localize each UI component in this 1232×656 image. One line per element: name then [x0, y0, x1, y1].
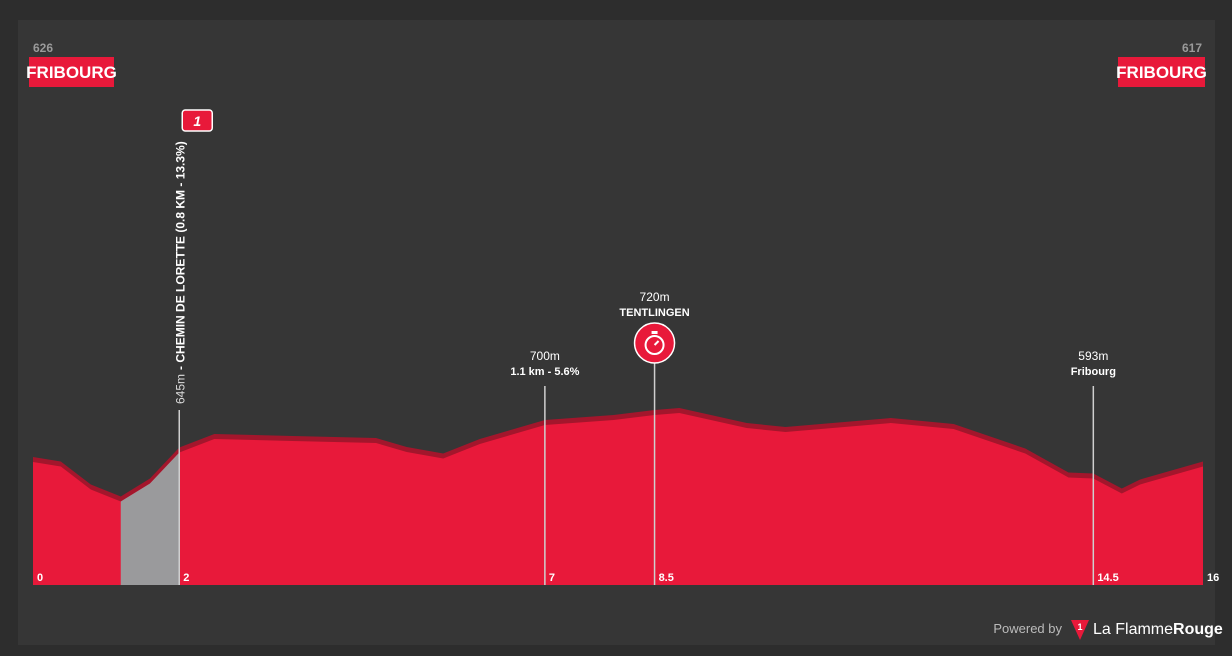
- timing-icon: [633, 322, 676, 364]
- start-badge: [29, 57, 114, 87]
- powered-by: Powered by: [993, 621, 1062, 636]
- marker-elevation: 593m: [1078, 349, 1108, 363]
- timing-icon-crown: [651, 331, 658, 334]
- end-elevation: 617: [1182, 41, 1202, 55]
- start-elevation: 626: [33, 41, 53, 55]
- logo-number: 1: [1077, 622, 1082, 632]
- x-tick-label: 14.5: [1097, 572, 1118, 584]
- x-tick-label: 16: [1207, 572, 1219, 584]
- marker-label: TENTLINGEN: [619, 307, 689, 319]
- end-badge: [1118, 57, 1205, 87]
- climb-name: - CHEMIN DE LORETTE (0.8 KM - 13.3%): [173, 141, 187, 370]
- marker-label: Fribourg: [1071, 366, 1116, 378]
- x-tick-label: 8.5: [659, 572, 674, 584]
- climb-label: 645m - CHEMIN DE LORETTE (0.8 KM - 13.3%): [173, 141, 187, 404]
- climb-badge: [181, 109, 213, 132]
- start-name: FRIBOURG: [26, 63, 117, 82]
- timing-icon-hand: [653, 340, 660, 346]
- marker-elevation: 645m: [173, 374, 187, 404]
- climb-category: 1: [193, 113, 201, 129]
- end-name: FRIBOURG: [1116, 63, 1207, 82]
- marker-label: 1.1 km - 5.6%: [510, 366, 579, 378]
- profile: [33, 413, 1203, 585]
- marker-elevation: 700m: [530, 349, 560, 363]
- x-tick-label: 7: [549, 572, 555, 584]
- brand-bold: Rouge: [1173, 621, 1223, 638]
- timing-icon-face: [644, 335, 665, 355]
- x-tick-label: 2: [183, 572, 189, 584]
- marker-elevation: 720m: [640, 290, 670, 304]
- brand-light: La Flamme: [1093, 621, 1173, 638]
- x-tick-label: 0: [37, 572, 43, 584]
- logo-flag: [1071, 620, 1089, 640]
- brand: La FlammeRouge: [1093, 621, 1223, 638]
